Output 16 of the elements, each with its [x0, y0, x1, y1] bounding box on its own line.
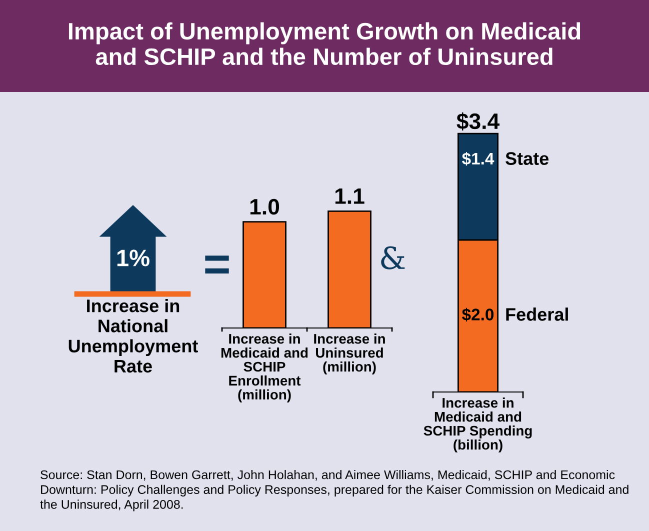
data-label: 1.0	[250, 198, 280, 215]
x-tick-label: Increase in Medicaid and SCHIP Spending (billion)	[424, 398, 532, 452]
x-tick-label: Increase in Uninsured (million)	[314, 334, 385, 374]
source-note: Source: Stan Dorn, Bowen Garrett, John Holahan, and Aimee Williams, Medicaid, SCHIP and Economic Downturn: Policy Challenges and Policy Responses, prepared for the Kaiser Commission on Medicaid and the Uninsured, April 2008.	[40, 470, 628, 512]
text: Impact of Unemployment Growth on Medicaid and SCHIP and the Number of Uninsured	[68, 22, 580, 66]
data-label: $2.0	[462, 308, 494, 322]
x-tick-label: Increase in Medicaid and SCHIP Enrollment (million)	[221, 334, 308, 402]
annotation: &	[381, 246, 405, 270]
data-label: 1.1	[335, 188, 364, 204]
text: 1%	[117, 250, 150, 266]
series-label: State	[506, 152, 549, 165]
series-label: Federal	[506, 308, 568, 321]
total-label: $3.4	[456, 112, 500, 131]
annotation: =	[205, 256, 229, 274]
text: Increase in National Unemployment Rate	[68, 299, 198, 373]
data-label: $1.4	[462, 152, 494, 166]
